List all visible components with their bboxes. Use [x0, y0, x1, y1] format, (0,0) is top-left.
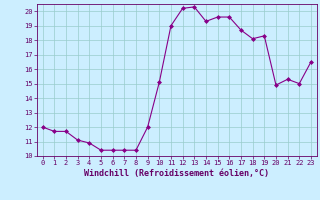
X-axis label: Windchill (Refroidissement éolien,°C): Windchill (Refroidissement éolien,°C)	[84, 169, 269, 178]
